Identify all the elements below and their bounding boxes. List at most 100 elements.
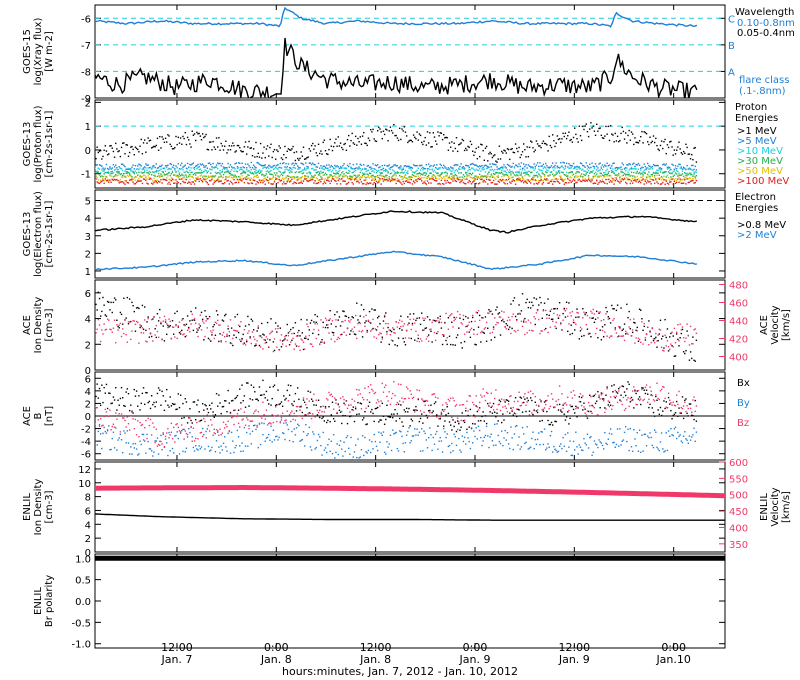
data-point	[211, 334, 213, 336]
data-point	[288, 181, 291, 183]
data-point	[419, 169, 422, 171]
data-point	[291, 176, 293, 178]
data-point	[188, 327, 190, 330]
data-point	[368, 139, 371, 142]
data-point	[422, 317, 424, 319]
data-point	[656, 169, 658, 171]
data-point	[403, 126, 406, 128]
data-point	[482, 411, 484, 413]
data-point	[262, 173, 264, 176]
data-point	[213, 323, 215, 326]
data-point	[215, 322, 218, 325]
data-point	[404, 411, 407, 413]
data-point	[626, 303, 628, 306]
data-point	[569, 312, 571, 314]
data-point	[466, 174, 468, 176]
data-point	[379, 178, 381, 180]
data-point	[520, 174, 523, 177]
data-point	[407, 170, 409, 172]
data-point	[212, 183, 214, 185]
data-point	[570, 167, 572, 169]
data-point	[193, 179, 196, 182]
data-point	[528, 170, 531, 173]
data-point	[95, 157, 96, 159]
data-point	[350, 415, 352, 417]
data-point	[380, 341, 382, 343]
data-point	[247, 170, 249, 172]
data-point	[200, 446, 203, 448]
data-point	[546, 317, 548, 319]
data-point	[327, 153, 329, 156]
data-point	[455, 164, 458, 166]
data-point	[183, 181, 185, 184]
data-point	[528, 146, 531, 149]
data-point	[564, 132, 567, 134]
data-point	[542, 140, 545, 142]
data-point	[695, 175, 698, 177]
data-point	[694, 181, 696, 184]
data-point	[693, 182, 695, 184]
data-point	[261, 174, 263, 176]
data-point	[487, 160, 489, 162]
data-point	[338, 316, 341, 318]
data-point	[634, 176, 636, 178]
data-point	[519, 177, 521, 180]
data-point	[97, 397, 100, 399]
data-point	[580, 396, 583, 399]
data-point	[320, 150, 322, 152]
data-point	[641, 130, 643, 133]
data-point	[183, 137, 185, 140]
data-point	[98, 164, 101, 166]
data-point	[466, 171, 468, 174]
data-point	[491, 156, 494, 159]
data-point	[361, 172, 364, 174]
data-point	[381, 164, 384, 167]
data-point	[111, 311, 113, 314]
data-point	[664, 138, 666, 141]
data-point	[263, 164, 265, 167]
data-point	[181, 162, 183, 164]
data-point	[454, 318, 457, 320]
data-point	[582, 179, 584, 181]
data-point	[144, 139, 146, 141]
data-point	[263, 175, 265, 177]
data-point	[509, 158, 511, 161]
data-point	[264, 174, 266, 177]
data-point	[470, 174, 473, 176]
data-point	[678, 163, 680, 165]
data-point	[695, 179, 698, 182]
data-point	[322, 171, 324, 174]
data-point	[657, 339, 659, 342]
data-point	[678, 407, 680, 409]
data-point	[258, 344, 261, 347]
data-point	[111, 167, 113, 169]
data-point	[386, 330, 388, 333]
data-point	[491, 313, 494, 315]
data-point	[494, 177, 496, 179]
data-point	[545, 171, 547, 173]
data-point	[320, 178, 322, 181]
data-point	[263, 393, 265, 396]
data-point	[324, 326, 327, 329]
data-point	[146, 341, 148, 343]
data-point	[242, 178, 244, 180]
data-point	[220, 180, 222, 182]
data-point	[112, 172, 115, 174]
data-point	[368, 172, 371, 174]
data-point	[368, 401, 371, 404]
data-point	[431, 175, 433, 178]
data-point	[215, 393, 218, 395]
data-point	[415, 330, 417, 333]
data-point	[467, 414, 469, 417]
data-point	[112, 163, 115, 166]
data-point	[510, 332, 512, 335]
data-point	[172, 174, 175, 176]
data-point	[520, 171, 523, 174]
data-point	[535, 174, 538, 177]
data-point	[455, 430, 458, 433]
data-point	[663, 175, 665, 177]
data-point	[195, 445, 197, 447]
data-point	[276, 346, 278, 348]
data-point	[429, 168, 431, 171]
data-point	[268, 403, 270, 405]
